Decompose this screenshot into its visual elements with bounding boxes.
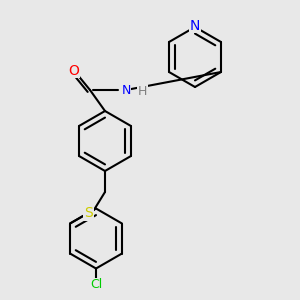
Text: N: N	[121, 83, 131, 97]
Text: S: S	[84, 206, 93, 220]
Text: O: O	[68, 64, 79, 77]
Text: Cl: Cl	[90, 278, 102, 292]
Text: N: N	[190, 19, 200, 32]
Text: H: H	[138, 85, 147, 98]
